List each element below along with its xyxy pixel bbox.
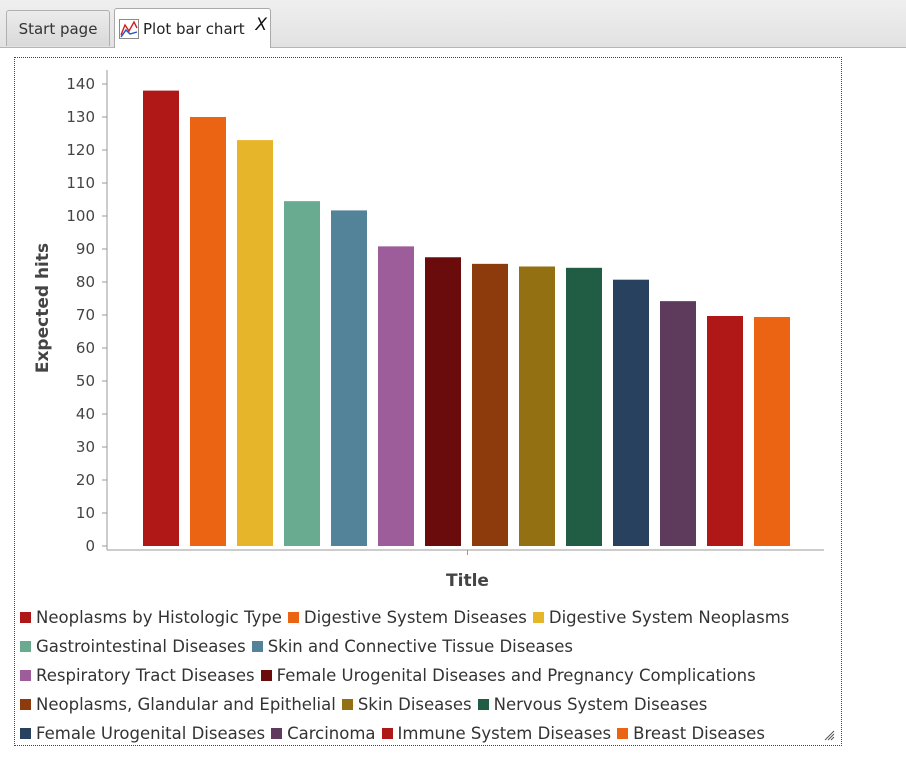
legend-label: Female Urogenital Diseases [36,724,266,743]
y-tick-label: 60 [76,339,95,357]
bar-chart: 0 10 20 30 40 50 60 70 80 90 100 110 120 130 140 Expect… [33,70,824,591]
legend-label: Breast Diseases [633,724,765,743]
legend-swatch [381,728,393,739]
bar [143,90,179,546]
legend-swatch [287,612,299,623]
bar [190,117,226,546]
legend-row: Gastrointestinal Diseases Skin and Connec… [20,632,830,661]
y-tick-label: 70 [76,306,95,324]
legend-item: Respiratory Tract Diseases [20,666,255,685]
legend-swatch [20,699,31,710]
legend-label: Gastrointestinal Diseases [36,637,246,656]
legend-item: Skin and Connective Tissue Diseases [251,637,573,656]
legend-swatch [532,612,544,623]
y-axis-label: Expected hits [33,243,53,373]
legend-row: Neoplasms by Histologic Type Digestive Sy… [20,603,830,632]
resize-grip-icon[interactable] [823,729,835,741]
close-tab-button[interactable]: X [255,15,267,35]
bar [425,257,461,546]
bar [660,301,696,546]
legend-swatch [20,612,31,623]
legend-row: Respiratory Tract Diseases Female Urogeni… [20,661,830,690]
y-tick-label: 0 [85,537,95,555]
y-tick-label: 140 [66,75,95,93]
legend-item: Skin Diseases [341,695,472,714]
legend-label: Nervous System Diseases [493,695,708,714]
legend-label: Neoplasms by Histologic Type [36,608,282,627]
legend-item: Female Urogenital Diseases [20,724,265,743]
tab-start-page[interactable]: Start page [6,10,110,46]
legend-item: Female Urogenital Diseases and Pregnancy… [260,666,756,685]
legend-item: Breast Diseases [617,724,765,743]
y-tick-label: 130 [66,108,95,126]
bar [754,316,790,546]
legend-swatch [251,641,263,652]
legend-label: Digestive System Diseases [303,608,527,627]
bar [378,246,414,547]
chart-legend: Neoplasms by Histologic Type Digestive Sy… [20,603,830,748]
legend-item: Digestive System Neoplasms [532,608,790,627]
legend-item: Neoplasms by Histologic Type [20,608,282,627]
legend-swatch [617,728,629,739]
bar [566,267,602,546]
legend-row: Neoplasms, Glandular and Epithelial Skin … [20,690,830,719]
y-tick-label: 30 [76,438,95,456]
tab-plot-bar-chart[interactable]: Plot bar chart X [114,8,271,48]
bar [472,263,508,546]
legend-swatch [20,728,31,739]
legend-swatch [260,670,272,681]
legend-label: Skin and Connective Tissue Diseases [267,637,573,656]
legend-swatch [271,728,283,739]
y-tick-label: 110 [66,174,95,192]
y-tick-label: 10 [76,504,95,522]
legend-item: Digestive System Diseases [287,608,527,627]
y-tick-label: 50 [76,372,95,390]
legend-label: Neoplasms, Glandular and Epithelial [36,695,336,714]
y-tick-label: 100 [66,207,95,225]
legend-label: Skin Diseases [357,695,472,714]
legend-label: Carcinoma [287,724,376,743]
tab-bar: Start page Plot bar chart X [0,0,906,48]
tab-plot-bar-chart-label: Plot bar chart [143,19,245,38]
x-axis-label: Title [446,571,489,591]
legend-label: Respiratory Tract Diseases [36,666,255,685]
legend-label: Immune System Diseases [397,724,612,743]
legend-item: Immune System Diseases [381,724,612,743]
bar [519,266,555,546]
y-tick-label: 90 [76,240,95,258]
line-chart-icon [119,18,139,39]
y-tick-label: 40 [76,405,95,423]
legend-row: Female Urogenital Diseases Carcinoma Immun… [20,719,830,748]
bar [613,279,649,546]
tab-start-page-label: Start page [18,19,98,38]
legend-item: Carcinoma [271,724,376,743]
bar [284,201,320,546]
y-tick-label: 120 [66,141,95,159]
bar [237,140,273,546]
bar [707,315,743,546]
legend-item: Nervous System Diseases [477,695,708,714]
legend-label: Digestive System Neoplasms [548,608,790,627]
y-tick-label: 80 [76,273,95,291]
bar [331,210,367,546]
y-tick-label: 20 [76,471,95,489]
legend-swatch [20,641,31,652]
legend-item: Neoplasms, Glandular and Epithelial [20,695,336,714]
legend-item: Gastrointestinal Diseases [20,637,246,656]
legend-swatch [20,670,31,681]
legend-swatch [341,699,353,710]
legend-swatch [477,699,489,710]
legend-label: Female Urogenital Diseases and Pregnancy… [276,666,756,685]
